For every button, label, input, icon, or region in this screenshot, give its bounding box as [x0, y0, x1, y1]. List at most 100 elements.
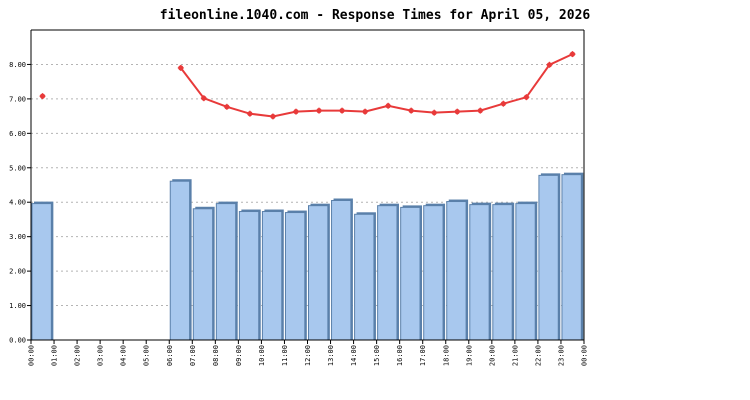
x-tick-label-10: 10:00: [258, 345, 266, 366]
point-10: [269, 113, 276, 120]
y-tick-label-8: 8.00: [9, 61, 26, 69]
y-tick-label-2: 2.00: [9, 268, 26, 276]
bar-rect-10: [261, 211, 283, 341]
bar-rect-14: [354, 213, 375, 341]
grid-lines: [31, 63, 584, 307]
x-tick-label-1: 01:00: [51, 345, 59, 366]
bar-0: [31, 201, 54, 341]
line-series: [39, 51, 576, 120]
bar-11: [284, 210, 307, 341]
bar-7: [192, 206, 215, 341]
point-13: [339, 107, 346, 114]
bar-rect-15: [377, 205, 398, 341]
x-tick-label-9: 09:00: [235, 345, 243, 366]
bar-rect-21: [515, 203, 536, 341]
bar-rect-17: [423, 205, 444, 341]
bar-series: [31, 172, 584, 341]
x-tick-label-6: 06:00: [166, 345, 174, 366]
x-tick-label-20: 20:00: [488, 345, 496, 366]
bar-rect-20: [492, 204, 513, 341]
x-tick-label-11: 11:00: [281, 345, 289, 366]
bar-rect-19: [469, 204, 490, 341]
bar-rect-8: [215, 203, 237, 341]
x-tick-label-14: 14:00: [350, 345, 358, 366]
bar-13: [331, 198, 353, 341]
bar-10: [261, 209, 284, 341]
x-tick-label-18: 18:00: [442, 345, 450, 366]
y-tick-labels: 0.00 1.00 2.00 3.00 4.00 5.00 6.00 7.00 8.00: [9, 61, 26, 345]
bar-rect-11: [284, 212, 306, 341]
x-tick-label-4: 04:00: [120, 345, 128, 366]
x-tick-label-0: 00:00: [28, 345, 36, 366]
bar-17: [423, 203, 446, 341]
x-tick-label-23: 23:00: [557, 345, 565, 366]
x-tick-label-16: 16:00: [396, 345, 404, 366]
bar-15: [377, 203, 399, 341]
bar-rect-13: [331, 200, 352, 341]
y-tick-label-3: 3.00: [9, 233, 26, 241]
bar-rect-23: [561, 174, 582, 341]
bar-23: [561, 172, 584, 341]
point-9: [246, 110, 253, 117]
axes: [27, 29, 585, 344]
bar-21: [515, 201, 538, 341]
x-tick-label-3: 03:00: [97, 345, 105, 366]
bar-6: [169, 179, 192, 341]
point-15: [385, 102, 392, 109]
bar-8: [215, 201, 238, 341]
bar-9: [238, 209, 261, 341]
point-14: [362, 108, 369, 115]
x-tick-label-24: 00:00: [581, 345, 589, 366]
x-tick-label-21: 21:00: [511, 345, 519, 366]
point-12: [316, 107, 323, 114]
point-8: [223, 103, 230, 110]
bar-19: [469, 202, 492, 341]
x-tick-label-5: 05:00: [143, 345, 151, 366]
bar-18: [446, 199, 469, 341]
bar-rect-16: [400, 206, 421, 341]
x-tick-labels: 00:00 01:00 02:00 03:00 04:00 05:00 06:00 07:00…: [28, 345, 589, 366]
x-tick-label-8: 08:00: [212, 345, 220, 366]
x-tick-label-17: 17:00: [419, 345, 427, 366]
x-tick-label-22: 22:00: [534, 345, 542, 366]
point-11: [292, 108, 299, 115]
bar-rect-12: [308, 205, 329, 341]
point-21: [523, 94, 530, 101]
bar-20: [492, 202, 515, 341]
point-23: [569, 51, 576, 58]
bar-rect-6: [169, 180, 191, 341]
y-tick-label-6: 6.00: [9, 130, 26, 138]
y-tick-label-0: 0.00: [9, 337, 26, 345]
bar-rect-22: [538, 174, 559, 341]
x-tick-label-15: 15:00: [373, 345, 381, 366]
point-0: [39, 93, 46, 100]
bar-rect-9: [238, 211, 260, 341]
y-tick-label-7: 7.00: [9, 95, 26, 103]
point-19: [477, 107, 484, 114]
line-segment-1: [179, 53, 573, 118]
point-16: [408, 107, 415, 114]
chart-title: fileonline.1040.com - Response Times for…: [160, 8, 591, 23]
point-6: [177, 64, 184, 71]
x-tick-label-13: 13:00: [327, 345, 335, 366]
bar-12: [308, 203, 330, 341]
x-tick-label-12: 12:00: [304, 345, 312, 366]
bar-14: [354, 212, 376, 341]
bar-22: [538, 173, 561, 341]
bar-rect-7: [192, 208, 214, 341]
point-18: [454, 108, 461, 115]
bar-16: [400, 205, 423, 341]
point-7: [200, 95, 207, 102]
point-17: [431, 109, 438, 116]
point-22: [546, 61, 553, 68]
x-tick-label-7: 07:00: [189, 345, 197, 366]
bar-rect-0: [31, 203, 52, 341]
y-tick-label-4: 4.00: [9, 199, 26, 207]
y-tick-label-5: 5.00: [9, 164, 26, 172]
y-tick-label-1: 1.00: [9, 302, 26, 310]
bar-rect-18: [446, 201, 467, 341]
x-tick-label-19: 19:00: [465, 345, 473, 366]
x-tick-label-2: 02:00: [74, 345, 82, 366]
point-20: [500, 100, 507, 107]
